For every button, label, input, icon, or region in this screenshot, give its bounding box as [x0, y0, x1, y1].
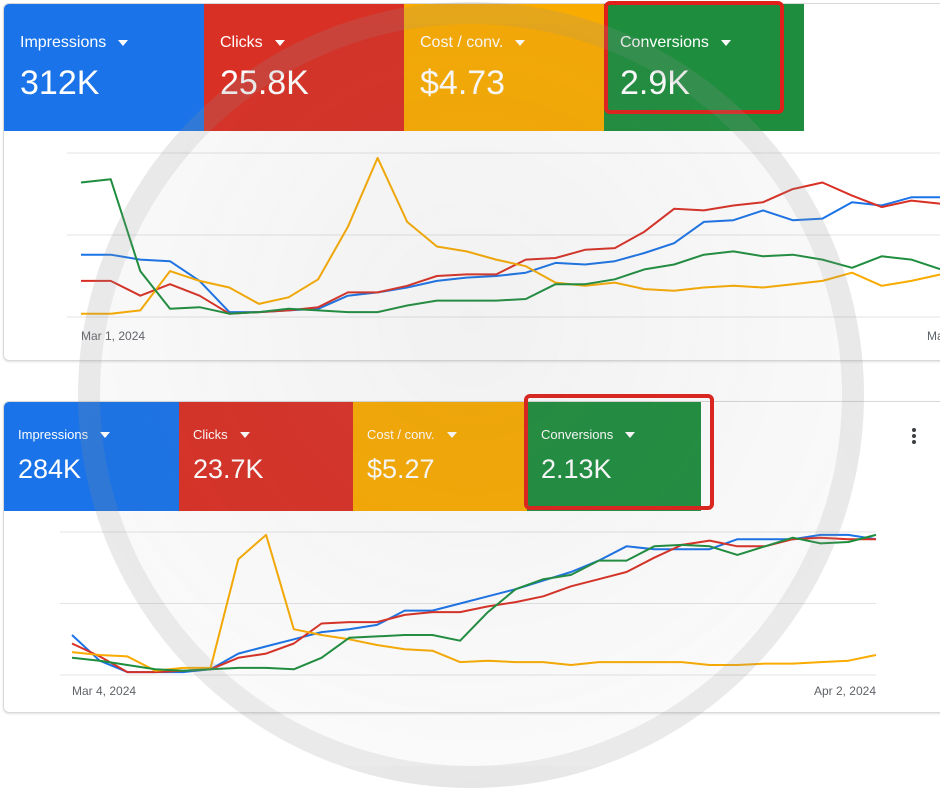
x-axis-start-label: Mar 4, 2024 [72, 684, 136, 698]
metric-value: 23.7K [193, 454, 264, 484]
caret-down-icon[interactable] [720, 40, 731, 46]
metric-value: 284K [18, 454, 82, 484]
metric-value: $5.27 [367, 454, 435, 484]
metric-tile-impressions[interactable]: Impressions 312K [4, 4, 204, 131]
highlight-box [604, 1, 784, 114]
metric-value: $4.73 [420, 64, 506, 102]
metric-tile-cost-per-conversion[interactable]: Cost / conv. $5.27 [353, 402, 527, 511]
series-line-clicks [71, 536, 876, 674]
metric-tile-conversions[interactable]: Conversions 2.13K [527, 402, 701, 511]
metric-label: Cost / conv. [367, 427, 435, 442]
x-axis-end-label: Apr 2, 2024 [814, 684, 876, 698]
series-line-impressions [81, 196, 940, 314]
series-line-conversions [71, 533, 877, 672]
series-line-cost-conv [71, 533, 877, 672]
metric-value: 2.9K [620, 64, 690, 102]
metric-value: 25.8K [220, 64, 309, 102]
series-line-conversions [80, 178, 940, 315]
metric-tile-conversions[interactable]: Conversions 2.9K [604, 4, 804, 131]
metric-label: Impressions [18, 427, 89, 442]
more-vert-icon[interactable] [906, 428, 922, 446]
metric-tile-clicks[interactable]: Clicks 25.8K [204, 4, 404, 131]
x-axis-end-label: Ma [927, 329, 940, 343]
metric-label: Cost / conv. [420, 34, 504, 51]
caret-down-icon[interactable] [515, 40, 526, 46]
caret-down-icon[interactable] [100, 431, 111, 438]
metric-label: Impressions [20, 34, 107, 51]
performance-card-1: Impressions 312K Clicks 25.8K Cost / con… [3, 3, 940, 361]
highlight-box [524, 394, 714, 510]
metric-label: Conversions [620, 34, 709, 51]
line-chart-1: Mar 1, 2024 Ma [67, 152, 940, 343]
caret-down-icon[interactable] [239, 431, 250, 438]
caret-down-icon[interactable] [446, 431, 457, 438]
metric-value: 312K [20, 64, 100, 102]
series-line-clicks [81, 181, 940, 315]
metric-tile-cost-per-conversion[interactable]: Cost / conv. $4.73 [404, 4, 604, 131]
line-chart-2: Mar 4, 2024 Apr 2, 2024 [60, 531, 877, 698]
series-line-cost-conv [81, 156, 940, 315]
caret-down-icon[interactable] [625, 431, 636, 438]
caret-down-icon[interactable] [118, 40, 129, 46]
caret-down-icon[interactable] [274, 40, 285, 46]
performance-card-2: Impressions 284K Clicks 23.7K Cost / con… [3, 401, 940, 713]
metric-label: Clicks [193, 427, 228, 442]
metric-tile-clicks[interactable]: Clicks 23.7K [179, 402, 353, 511]
metric-label: Clicks [220, 34, 263, 51]
x-axis-start-label: Mar 1, 2024 [81, 329, 145, 343]
metric-tile-impressions[interactable]: Impressions 284K [4, 402, 179, 511]
metric-value: 2.13K [541, 454, 612, 484]
metric-label: Conversions [541, 427, 614, 442]
